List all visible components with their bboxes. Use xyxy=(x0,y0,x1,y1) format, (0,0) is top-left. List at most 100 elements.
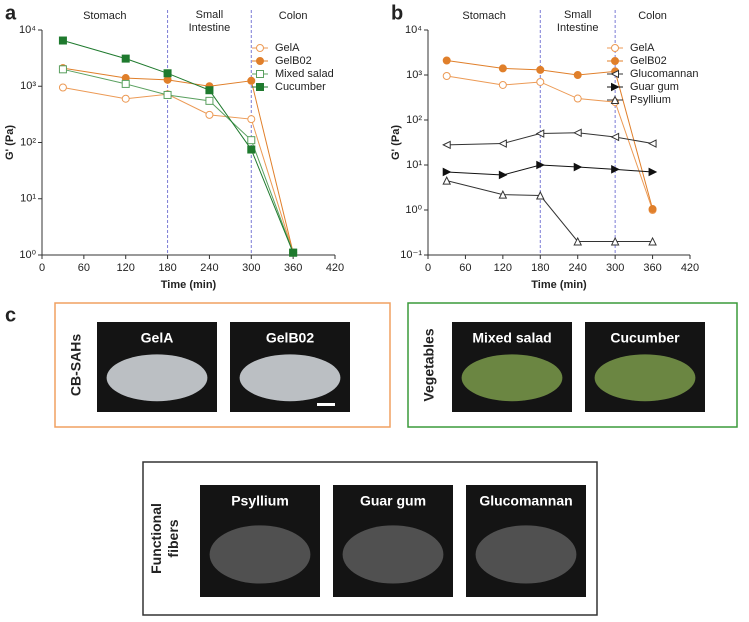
y-tick-label: 10² xyxy=(20,136,36,148)
marker xyxy=(573,128,582,138)
series-line xyxy=(62,68,294,253)
series-line xyxy=(446,60,654,210)
legend-label: Guar gum xyxy=(630,81,679,93)
x-tick-label: 420 xyxy=(326,262,344,274)
marker xyxy=(442,72,451,81)
group-box xyxy=(407,302,738,428)
photo-label: Guar gum xyxy=(360,493,426,509)
y-tick-label: 10⁴ xyxy=(19,24,36,36)
phase-label: Stomach xyxy=(462,10,505,22)
photo-label: Cucumber xyxy=(610,330,680,346)
marker xyxy=(573,71,582,79)
marker xyxy=(121,94,130,103)
x-tick-label: 360 xyxy=(643,262,661,274)
marker xyxy=(121,54,130,63)
marker xyxy=(536,65,545,74)
y-tick-label: 10³ xyxy=(406,69,422,81)
phase-label: Small Intestine xyxy=(189,9,231,34)
marker xyxy=(163,75,172,84)
marker xyxy=(58,65,67,74)
marker xyxy=(498,139,507,148)
marker xyxy=(163,69,172,78)
y-tick-label: 10² xyxy=(406,114,422,126)
marker xyxy=(58,36,67,45)
marker xyxy=(121,79,130,88)
marker xyxy=(247,136,256,145)
y-tick-label: 10¹ xyxy=(20,193,36,205)
marker xyxy=(573,94,582,103)
photo-sample xyxy=(106,354,208,402)
marker xyxy=(573,236,583,246)
y-tick-label: 10⁰ xyxy=(19,249,36,261)
series-line xyxy=(62,87,294,253)
marker xyxy=(610,69,619,79)
marker xyxy=(247,76,256,85)
marker xyxy=(535,190,545,200)
phase-label: Colon xyxy=(638,10,667,22)
marker xyxy=(58,83,67,92)
x-tick-label: 0 xyxy=(425,262,431,274)
photo-sample xyxy=(594,354,696,402)
y-axis-label: G' (Pa) xyxy=(390,125,402,160)
marker xyxy=(611,165,620,174)
photo-label: GelA xyxy=(141,330,174,346)
marker xyxy=(247,115,256,124)
marker xyxy=(610,236,620,246)
legend-label: GelB02 xyxy=(630,55,667,67)
photo-sample xyxy=(239,354,341,402)
photo-label: Glucomannan xyxy=(479,493,572,509)
group-title: Functionalfibers xyxy=(148,503,181,574)
scale-bar xyxy=(317,403,335,406)
x-tick-label: 180 xyxy=(158,262,176,274)
y-tick-label: 10³ xyxy=(20,80,36,92)
x-tick-label: 360 xyxy=(284,262,302,274)
marker xyxy=(256,70,264,78)
legend-label: GelA xyxy=(630,42,655,54)
group-box xyxy=(142,461,598,616)
panel-label: c xyxy=(5,304,16,326)
marker xyxy=(648,205,657,214)
marker xyxy=(536,160,545,170)
marker xyxy=(205,86,214,95)
panel-label: b xyxy=(391,2,403,24)
group-box xyxy=(54,302,391,428)
y-tick-label: 10⁻¹ xyxy=(400,249,422,261)
phase-label: Colon xyxy=(279,10,308,22)
marker xyxy=(289,248,298,257)
photo xyxy=(466,485,586,597)
legend-label: Psyllium xyxy=(630,94,671,106)
photo-sample xyxy=(461,354,563,402)
x-axis-label: Time (min) xyxy=(531,279,587,291)
group-title: Vegetables xyxy=(421,328,437,401)
marker xyxy=(498,170,508,180)
marker xyxy=(442,140,451,150)
photo-label: GelB02 xyxy=(266,330,314,346)
marker xyxy=(498,80,507,89)
x-tick-label: 240 xyxy=(569,262,587,274)
x-axis-label: Time (min) xyxy=(161,279,217,291)
y-tick-label: 10⁴ xyxy=(405,24,422,36)
y-tick-label: 10⁰ xyxy=(405,204,422,216)
phase-label: Small Intestine xyxy=(557,9,599,34)
series-line xyxy=(62,67,294,253)
panel-label: a xyxy=(5,2,17,24)
marker xyxy=(535,129,545,138)
series-line xyxy=(62,40,294,253)
group-title: CB-SAHs xyxy=(68,334,84,396)
marker xyxy=(611,57,619,65)
marker xyxy=(205,96,214,105)
marker xyxy=(573,162,583,172)
series-line xyxy=(446,75,654,211)
marker xyxy=(648,236,657,246)
marker xyxy=(205,110,214,119)
x-tick-label: 120 xyxy=(117,262,135,274)
marker xyxy=(610,95,620,104)
x-tick-label: 300 xyxy=(242,262,260,274)
marker xyxy=(256,83,264,91)
photo-sample xyxy=(342,525,444,584)
legend-label: Mixed salad xyxy=(275,68,334,80)
marker xyxy=(498,64,507,73)
marker xyxy=(611,82,620,92)
marker xyxy=(498,189,508,199)
